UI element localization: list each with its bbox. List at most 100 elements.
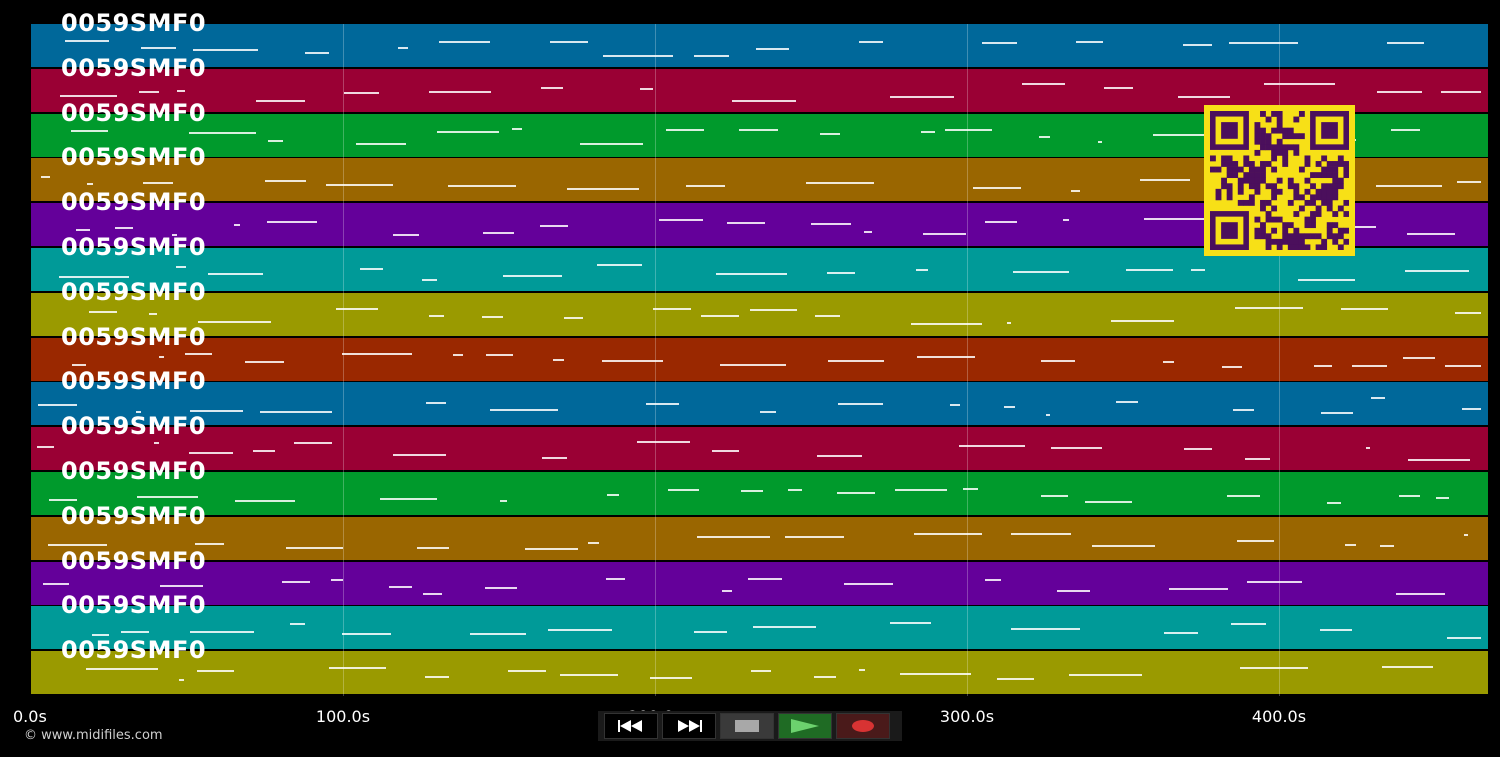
note-mark xyxy=(285,547,343,550)
note-mark xyxy=(1390,128,1420,131)
note-mark xyxy=(177,90,185,93)
note-mark xyxy=(512,127,523,130)
note-mark xyxy=(1126,268,1173,271)
note-mark xyxy=(335,307,378,310)
note-mark xyxy=(140,47,176,50)
track-lane[interactable] xyxy=(31,516,1488,560)
note-mark xyxy=(192,48,259,51)
note-mark xyxy=(645,403,679,406)
fast-forward-button[interactable] xyxy=(662,713,716,739)
note-mark xyxy=(253,449,276,452)
note-mark xyxy=(393,233,419,236)
note-mark xyxy=(693,55,729,58)
rewind-button[interactable] xyxy=(604,713,658,739)
note-mark xyxy=(171,234,178,237)
note-mark xyxy=(1046,414,1051,416)
note-mark xyxy=(722,590,732,593)
note-mark xyxy=(1351,365,1388,368)
note-mark xyxy=(359,268,384,271)
note-mark xyxy=(48,498,77,501)
note-mark xyxy=(1110,320,1175,323)
note-mark xyxy=(179,679,185,682)
note-mark xyxy=(233,224,241,227)
note-mark xyxy=(422,592,443,595)
note-mark xyxy=(60,94,118,97)
note-mark xyxy=(541,457,567,460)
note-mark xyxy=(290,622,306,625)
note-mark xyxy=(234,499,296,502)
note-mark xyxy=(1341,307,1389,310)
note-mark xyxy=(453,354,464,357)
record-button[interactable] xyxy=(836,713,890,739)
note-mark xyxy=(189,452,233,455)
note-mark xyxy=(972,187,1022,190)
track-lane[interactable] xyxy=(31,472,1488,515)
note-mark xyxy=(859,669,866,671)
note-mark xyxy=(1398,494,1420,497)
note-mark xyxy=(85,668,159,671)
note-mark xyxy=(748,577,782,580)
track-lane[interactable] xyxy=(31,68,1488,112)
note-mark xyxy=(922,233,966,236)
note-mark xyxy=(1190,268,1205,271)
note-mark xyxy=(711,450,739,453)
note-mark xyxy=(185,352,213,355)
note-mark xyxy=(524,548,578,551)
note-mark xyxy=(1068,673,1142,676)
track-label: 0059SMF0 xyxy=(61,143,207,172)
stop-button[interactable] xyxy=(720,713,774,739)
note-mark xyxy=(1244,457,1271,460)
note-mark xyxy=(1403,356,1436,359)
qr-pattern xyxy=(1210,111,1349,250)
note-mark xyxy=(266,221,317,224)
note-mark xyxy=(540,87,564,90)
note-mark xyxy=(719,363,787,366)
gridline xyxy=(655,24,656,696)
note-mark xyxy=(428,90,492,93)
note-mark xyxy=(597,264,643,267)
track-lane[interactable] xyxy=(31,337,1488,381)
note-mark xyxy=(58,276,130,279)
note-mark xyxy=(859,41,884,44)
track-lane[interactable] xyxy=(31,292,1488,336)
note-mark xyxy=(602,359,664,362)
track-label: 0059SMF0 xyxy=(61,322,207,351)
track-lane[interactable] xyxy=(31,561,1488,605)
note-mark xyxy=(811,223,852,226)
note-mark xyxy=(889,622,932,625)
note-mark xyxy=(159,356,165,358)
play-button[interactable] xyxy=(778,713,832,739)
note-mark xyxy=(701,315,740,318)
note-mark xyxy=(1184,448,1213,451)
note-mark xyxy=(189,630,254,633)
track-lane[interactable] xyxy=(31,24,1488,67)
record-icon xyxy=(852,720,874,732)
note-mark xyxy=(580,142,643,145)
track-lane[interactable] xyxy=(31,606,1488,650)
track-lane[interactable] xyxy=(31,382,1488,426)
note-mark xyxy=(91,633,109,636)
track-label: 0059SMF0 xyxy=(61,546,207,575)
note-mark xyxy=(693,630,727,633)
note-mark xyxy=(1062,219,1069,222)
note-mark xyxy=(195,542,225,545)
note-mark xyxy=(1021,83,1065,86)
track-lane[interactable] xyxy=(31,427,1488,471)
note-mark xyxy=(196,670,234,673)
note-mark xyxy=(436,130,500,133)
note-mark xyxy=(732,100,797,103)
note-mark xyxy=(153,441,159,444)
track-lane[interactable] xyxy=(31,651,1488,695)
note-mark xyxy=(486,353,514,356)
note-mark xyxy=(189,132,257,135)
note-mark xyxy=(139,90,160,93)
note-mark xyxy=(470,632,526,635)
note-mark xyxy=(1162,360,1175,363)
note-mark xyxy=(686,185,725,188)
qr-code[interactable] xyxy=(1204,105,1355,256)
note-mark xyxy=(1228,42,1298,45)
note-mark xyxy=(640,87,654,90)
note-mark xyxy=(490,408,558,411)
note-mark xyxy=(552,359,564,362)
note-mark xyxy=(1264,82,1336,85)
